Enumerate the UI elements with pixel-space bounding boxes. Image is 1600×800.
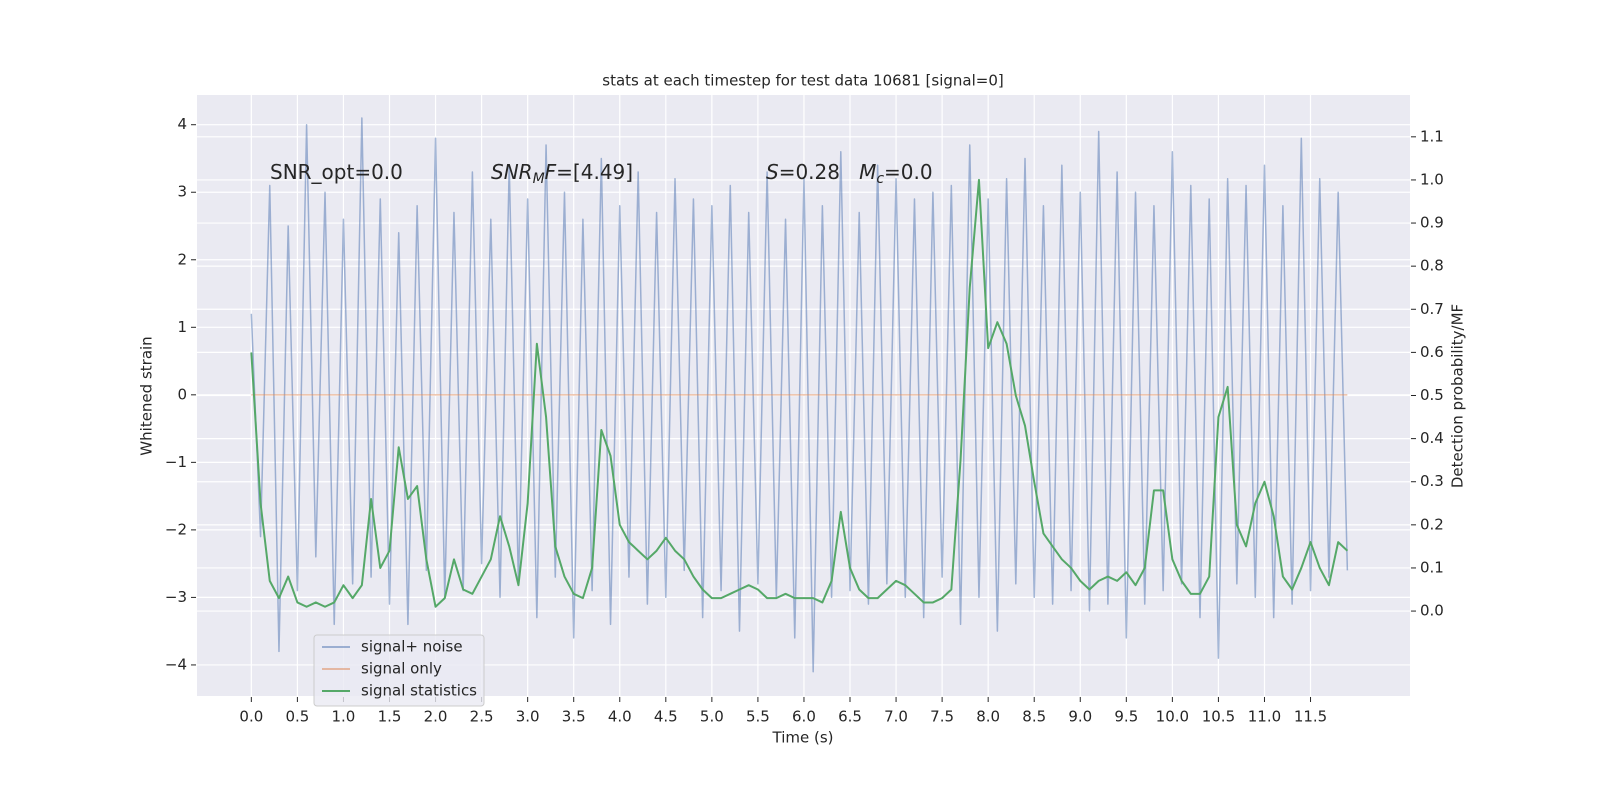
y-tick-label: 1 — [177, 318, 187, 336]
x-tick-label: 0.5 — [285, 708, 309, 726]
y-tick-label: −2 — [165, 520, 187, 538]
annotation: SNR_opt=0.0 — [270, 160, 403, 184]
x-tick-label: 3.5 — [562, 708, 586, 726]
x-tick-label: 10.0 — [1156, 708, 1189, 726]
x-tick-label: 11.5 — [1294, 708, 1327, 726]
legend-box — [313, 634, 485, 707]
x-tick-label: 4.5 — [654, 708, 678, 726]
x-tick-label: 9.5 — [1114, 708, 1138, 726]
y-tick-label: 0 — [177, 385, 187, 403]
x-tick-label: 5.0 — [700, 708, 724, 726]
y2-tick-label: 0.2 — [1420, 515, 1444, 533]
annotation-part: F — [545, 160, 557, 184]
annotation-part: =0.0 — [884, 160, 933, 184]
x-tick-label: 1.5 — [378, 708, 402, 726]
chart-title: stats at each timestep for test data 106… — [602, 72, 1003, 90]
series-line — [250, 117, 1349, 673]
x-axis-label: Time (s) — [772, 729, 834, 747]
x-tick-label: 8.5 — [1022, 708, 1046, 726]
y2-axis-label: Detection probability/MF — [1449, 304, 1467, 488]
annotation-part: SNR_opt=0.0 — [270, 160, 403, 184]
y-tick-label: −4 — [165, 655, 187, 673]
x-tick-label: 6.0 — [792, 708, 816, 726]
y2-tick-label: 0.7 — [1420, 300, 1444, 318]
x-tick-label: 1.0 — [332, 708, 356, 726]
annotation-part: =0.28 — [779, 160, 859, 184]
x-tick-label: 10.5 — [1202, 708, 1235, 726]
annotation: SNRMF=[4.49] — [491, 160, 633, 188]
annotation-part: S — [766, 160, 779, 184]
y2-tick-label: 0.5 — [1420, 386, 1444, 404]
legend-label: signal+ noise — [361, 638, 463, 656]
y-tick-label: 3 — [177, 183, 187, 201]
y-axis-label: Whitened strain — [138, 336, 156, 455]
x-tick-label: 7.5 — [930, 708, 954, 726]
y2-tick-label: 1.0 — [1420, 170, 1444, 188]
y2-tick-label: 0.3 — [1420, 472, 1444, 490]
y2-tick-label: 0.6 — [1420, 343, 1444, 361]
annotation-part: =[4.49] — [556, 160, 633, 184]
legend-label: signal statistics — [361, 682, 477, 700]
y-tick-label: 4 — [177, 115, 187, 133]
x-tick-label: 3.0 — [516, 708, 540, 726]
legend: signal+ noise signal only signal statistic… — [313, 634, 485, 707]
x-tick-label: 5.5 — [746, 708, 770, 726]
x-tick-label: 4.0 — [608, 708, 632, 726]
y2-tick-label: 0.9 — [1420, 214, 1444, 232]
y2-tick-label: 1.1 — [1420, 127, 1444, 145]
annotation-part: M — [533, 171, 545, 187]
x-tick-label: 0.0 — [239, 708, 263, 726]
x-tick-label: 7.0 — [884, 708, 908, 726]
y2-tick-label: 0.0 — [1420, 602, 1444, 620]
y2-tick-label: 0.4 — [1420, 429, 1444, 447]
annotation-part: c — [876, 171, 884, 187]
annotation-part: M — [859, 160, 876, 184]
y2-tick-label: 0.1 — [1420, 558, 1444, 576]
y-tick-label: −1 — [165, 453, 187, 471]
legend-label: signal only — [361, 660, 442, 678]
annotation-part: SNR — [491, 160, 533, 184]
y-tick-label: −3 — [165, 588, 187, 606]
x-tick-label: 8.0 — [976, 708, 1000, 726]
x-tick-label: 6.5 — [838, 708, 862, 726]
annotation: S=0.28 Mc=0.0 — [766, 160, 933, 188]
y2-tick-label: 0.8 — [1420, 257, 1444, 275]
x-tick-label: 2.5 — [470, 708, 494, 726]
x-tick-label: 11.0 — [1248, 708, 1281, 726]
y-tick-label: 2 — [177, 250, 187, 268]
series-line — [250, 178, 1349, 608]
x-tick-label: 2.0 — [424, 708, 448, 726]
x-tick-label: 9.0 — [1068, 708, 1092, 726]
